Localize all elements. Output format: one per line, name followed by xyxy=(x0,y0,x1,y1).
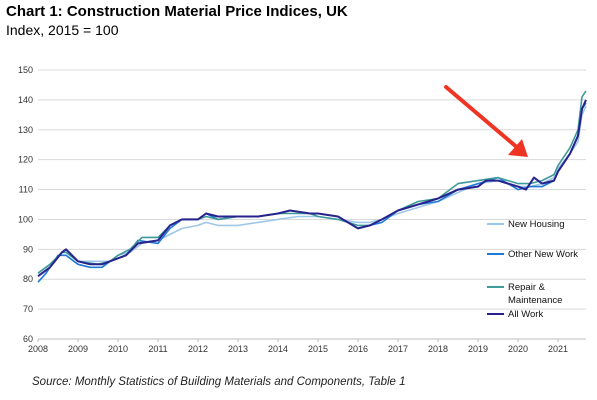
x-tick-label: 2014 xyxy=(268,344,288,354)
legend-label: Maintenance xyxy=(508,295,562,306)
y-tick-label: 120 xyxy=(18,155,33,165)
y-tick-label: 70 xyxy=(23,304,33,314)
legend-label: Repair & xyxy=(508,282,546,293)
chart-subtitle: Index, 2015 = 100 xyxy=(6,22,119,38)
y-tick-label: 130 xyxy=(18,125,33,135)
x-tick-label: 2015 xyxy=(308,344,328,354)
x-tick-label: 2011 xyxy=(148,344,167,354)
x-tick-label: 2010 xyxy=(108,344,128,354)
x-tick-label: 2017 xyxy=(388,344,408,354)
arrow-shaft xyxy=(444,85,521,151)
legend-item-new-housing: New Housing xyxy=(487,219,565,230)
y-axis: 60 70 80 90 100 110 120 130 140 150 xyxy=(18,65,33,344)
legend-label: Other New Work xyxy=(508,249,578,260)
series-line-all-work xyxy=(37,99,587,278)
x-tick-label: 2009 xyxy=(68,344,88,354)
series-lines xyxy=(37,90,587,283)
arrow-head xyxy=(508,139,528,157)
x-axis: 2008 2009 2010 2011 2012 2013 2014 2015 2016 2017… xyxy=(28,338,586,354)
legend-label: New Housing xyxy=(508,219,565,230)
y-tick-label: 140 xyxy=(18,95,33,105)
x-tick-label: 2013 xyxy=(228,344,248,354)
x-tick-label: 2021 xyxy=(548,344,568,354)
x-tick-label: 2018 xyxy=(428,344,448,354)
y-tick-label: 100 xyxy=(18,214,33,224)
x-tick-label: 2020 xyxy=(508,344,528,354)
x-tick-label: 2008 xyxy=(28,344,48,354)
annotation xyxy=(444,85,528,157)
chart-title: Chart 1: Construction Material Price Ind… xyxy=(6,3,348,20)
gridlines xyxy=(38,69,586,340)
x-tick-label: 2012 xyxy=(188,344,208,354)
legend-label: All Work xyxy=(508,309,543,320)
legend-item-all-work: All Work xyxy=(487,309,543,320)
source-note: Source: Monthly Statistics of Building M… xyxy=(32,376,406,388)
y-tick-label: 80 xyxy=(23,274,33,284)
legend-item-repair-maintenance: Repair & Maintenance xyxy=(487,282,562,306)
y-tick-label: 90 xyxy=(23,244,33,254)
legend: New Housing Other New Work Repair & Mainten… xyxy=(487,219,578,320)
legend-item-other-new-work: Other New Work xyxy=(487,249,578,260)
y-tick-label: 150 xyxy=(18,65,33,75)
x-tick-label: 2019 xyxy=(468,344,488,354)
x-tick-label: 2016 xyxy=(348,344,368,354)
y-tick-label: 110 xyxy=(19,185,33,195)
y-tick-label: 60 xyxy=(23,334,33,344)
